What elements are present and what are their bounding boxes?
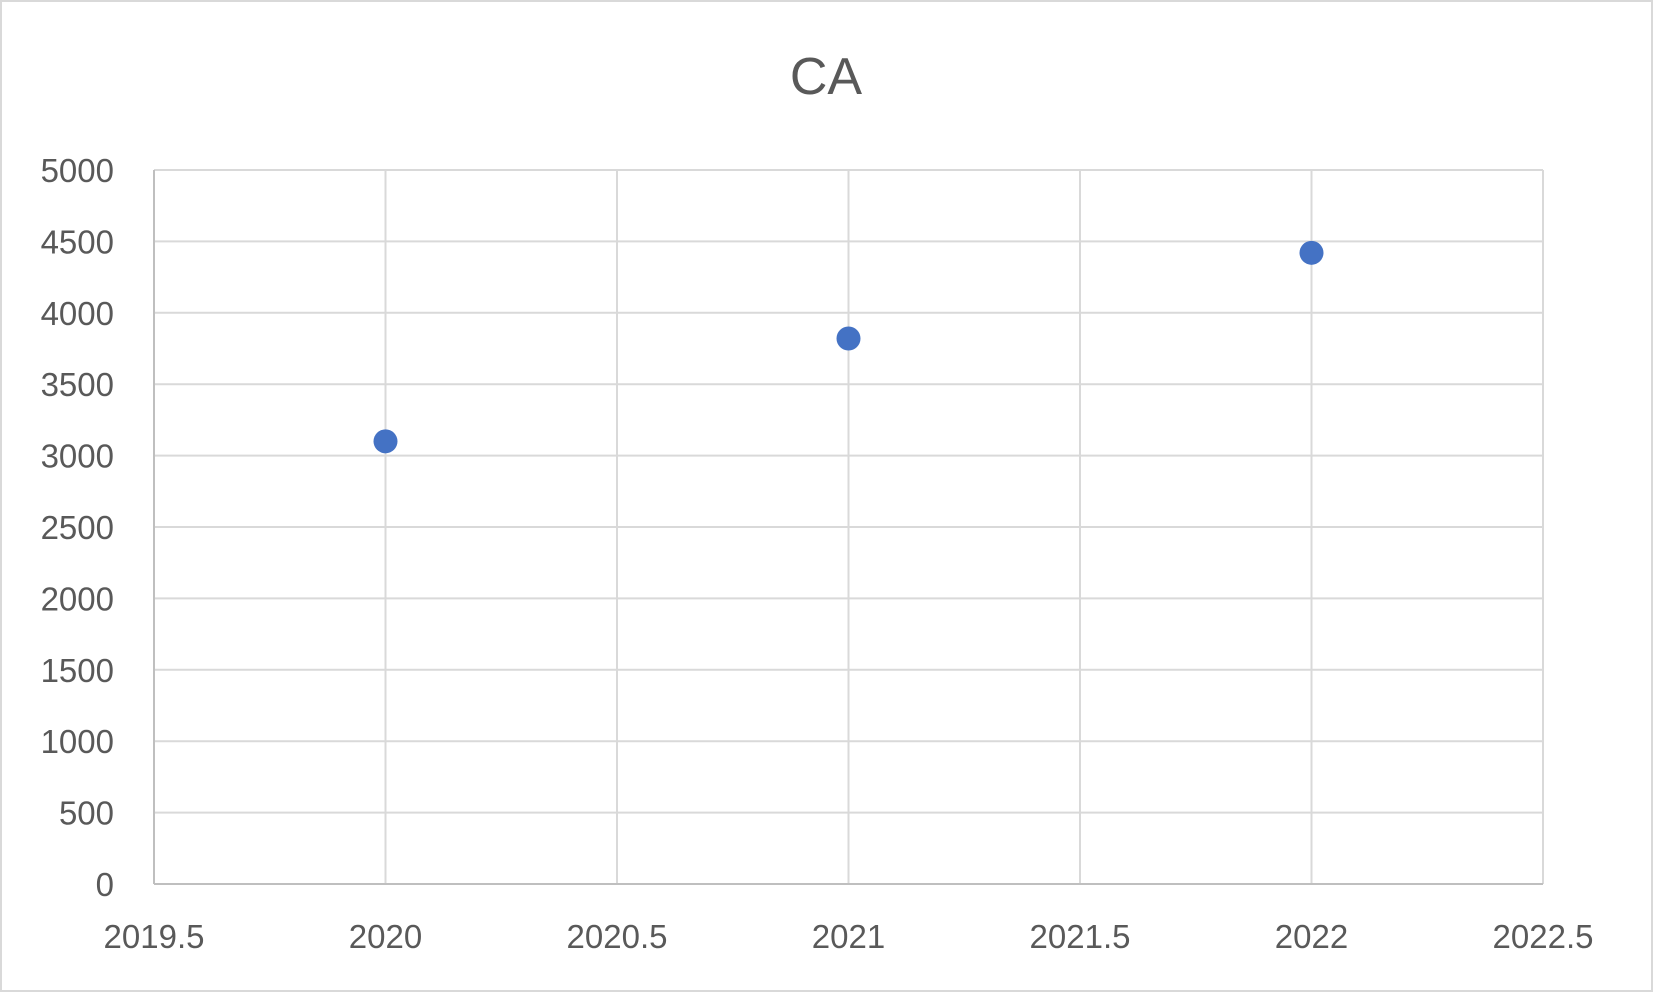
x-tick-label: 2022.5 xyxy=(1493,918,1594,955)
tick-labels: 0 500 1000 1500 2000 2500 3000 3500 4000 4500 5000… xyxy=(41,152,1594,955)
x-tick-label: 2022 xyxy=(1275,918,1348,955)
y-tick-label: 2000 xyxy=(41,580,114,617)
x-tick-label: 2019.5 xyxy=(104,918,205,955)
data-points xyxy=(373,240,1324,454)
y-tick-label: 4500 xyxy=(41,223,114,260)
x-tick-label: 2020.5 xyxy=(567,918,668,955)
y-tick-label: 0 xyxy=(96,866,114,903)
data-point xyxy=(836,326,861,351)
y-tick-label: 3000 xyxy=(41,438,114,475)
y-tick-label: 1500 xyxy=(41,652,114,689)
data-point xyxy=(373,429,398,454)
x-tick-label: 2021.5 xyxy=(1030,918,1131,955)
y-tick-label: 500 xyxy=(59,795,114,832)
y-tick-label: 2500 xyxy=(41,509,114,546)
y-tick-label: 5000 xyxy=(41,152,114,189)
grid-layer xyxy=(153,169,1544,885)
chart-title: CA xyxy=(790,48,863,106)
x-tick-label: 2020 xyxy=(349,918,422,955)
x-tick-label: 2021 xyxy=(812,918,885,955)
axis-layer xyxy=(153,170,1543,885)
data-point xyxy=(1299,240,1324,265)
y-tick-label: 1000 xyxy=(41,723,114,760)
y-tick-label: 3500 xyxy=(41,366,114,403)
y-tick-label: 4000 xyxy=(41,295,114,332)
